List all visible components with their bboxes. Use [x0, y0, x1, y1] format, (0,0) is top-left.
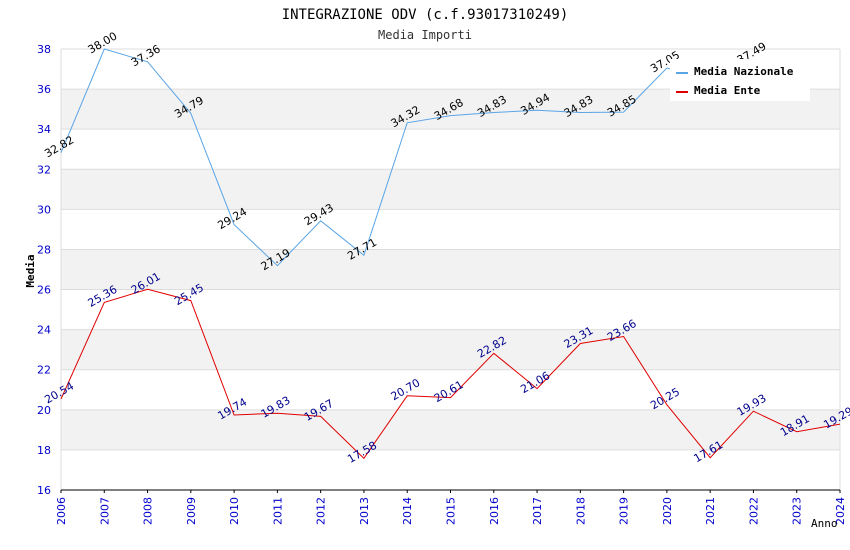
legend-label-media-ente: Media Ente [694, 84, 761, 97]
legend-box [670, 59, 810, 101]
background-band [61, 329, 840, 370]
x-tick-label: 2020 [661, 497, 674, 525]
y-tick-label: 38 [37, 43, 51, 56]
x-tick-label: 2006 [55, 497, 68, 525]
data-label: 20.61 [432, 378, 466, 405]
data-label: 21.06 [518, 369, 552, 396]
data-label: 20.70 [389, 376, 423, 403]
background-bands [61, 89, 840, 450]
x-tick-label: 2015 [445, 497, 458, 525]
x-axis-label: Anno [811, 517, 838, 530]
data-label: 37.36 [129, 42, 163, 69]
x-tick-label: 2009 [185, 497, 198, 525]
x-tick-label: 2013 [358, 497, 371, 525]
chart-subtitle: Media Importi [378, 28, 472, 42]
x-tick-label: 2018 [574, 497, 587, 525]
y-tick-label: 16 [37, 484, 51, 497]
y-tick-label: 24 [37, 324, 51, 337]
x-tick-label: 2017 [531, 497, 544, 525]
x-tick-label: 2011 [271, 497, 284, 525]
data-label: 32.82 [42, 133, 76, 160]
chart-title: INTEGRAZIONE ODV (c.f.93017310249) [282, 7, 569, 23]
y-tick-label: 20 [37, 404, 51, 417]
x-tick-label: 2019 [618, 497, 631, 525]
series-line-media-nazionale [60, 48, 754, 267]
y-axis-ticks: 16 18 20 22 24 26 28 30 32 34 36 38 [37, 43, 51, 497]
data-label: 20.25 [648, 385, 682, 412]
gridlines [60, 48, 841, 491]
legend: Media Nazionale Media Ente [670, 59, 810, 101]
x-tick-label: 2016 [488, 497, 501, 525]
x-tick-label: 2007 [98, 497, 111, 525]
x-tick-label: 2023 [791, 497, 804, 525]
y-tick-label: 34 [37, 123, 51, 136]
background-band [61, 409, 840, 450]
x-tick-label: 2024 [834, 497, 847, 525]
x-tick-label: 2014 [401, 497, 414, 525]
y-tick-label: 22 [37, 364, 51, 377]
x-tick-label: 2021 [704, 497, 717, 525]
x-tick-label: 2008 [142, 497, 155, 525]
y-tick-label: 28 [37, 243, 51, 256]
background-band [61, 249, 840, 290]
series-line-media-ente [60, 288, 841, 460]
x-tick-label: 2012 [315, 497, 328, 525]
y-tick-label: 18 [37, 444, 51, 457]
y-tick-label: 36 [37, 83, 51, 96]
y-tick-label: 30 [37, 203, 51, 216]
series-lines [60, 48, 841, 460]
x-tick-label: 2010 [228, 497, 241, 525]
legend-label-media-nazionale: Media Nazionale [694, 65, 794, 78]
y-tick-label: 26 [37, 284, 51, 297]
x-tick-label: 2022 [747, 497, 760, 525]
background-band [61, 169, 840, 210]
y-axis-label: Media [24, 254, 37, 287]
x-axis-ticks: 2006 2007 2008 2009 2010 2011 2012 2013 2014 2015… [55, 490, 847, 525]
data-label: 20.54 [42, 379, 76, 406]
y-tick-label: 32 [37, 163, 51, 176]
